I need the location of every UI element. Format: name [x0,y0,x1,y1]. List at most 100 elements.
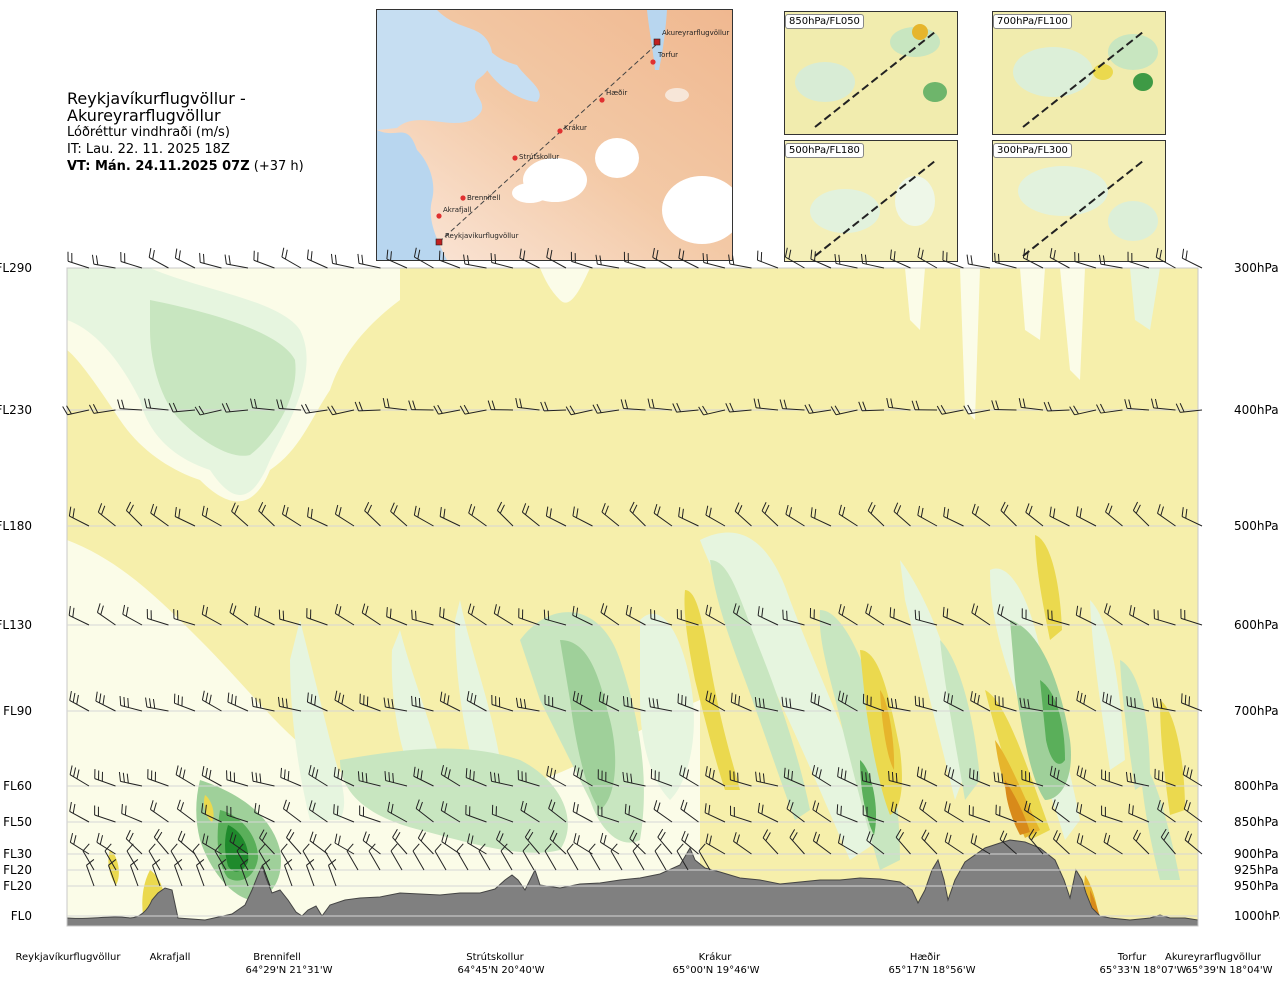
wind-barb [595,254,620,269]
wind-barb [240,859,249,887]
field-region [860,760,877,835]
wind-barb [893,502,911,527]
route-title: Reykjavíkurflugvöllur - Akureyrarflugvöl… [67,89,246,125]
wind-barb [704,803,726,823]
field-region [1020,268,1045,340]
waypoint-coord: 65°00'N 19°46'W [673,965,760,976]
pressure-level-label: 900hPa [1234,847,1279,861]
flight-level-label: FL50 [3,815,32,829]
field-region [1040,680,1065,764]
wind-barb [599,832,620,855]
waypoint-coord: 64°45'N 20°40'W [458,965,545,976]
wind-barb [1181,507,1203,527]
field-region [1140,760,1180,880]
wind-barb [153,828,169,855]
map-waypoint-label: Akrafjall [443,206,472,214]
wind-barb [226,805,249,823]
pressure-level-label: 925hPa [1234,863,1279,877]
wind-barb [334,504,355,527]
wind-barb [280,843,293,871]
wind-barb [681,830,699,855]
wind-barb [866,831,885,855]
inset-500: 500hPa/FL180 [784,140,958,262]
wind-barb [1051,799,1070,823]
wind-barb [679,765,699,787]
field-region [985,690,1050,840]
map-waypoint [436,213,442,219]
wind-barb [201,766,222,787]
map-waypoint-label: Reykjavíkurflugvöllur [445,232,519,240]
pressure-level-label: 500hPa [1234,519,1279,533]
wind-barb [459,404,487,415]
wind-barb [654,843,667,871]
wind-barb [254,605,275,626]
waypoint-axis: Reykjavíkurflugvöllur Akrafjall Brennifell… [16,951,1273,976]
wind-barb [254,802,275,823]
wind-barb [1124,399,1150,411]
flight-level-label: FL130 [0,618,32,632]
wind-barb [1048,694,1070,712]
wind-barb [1000,501,1017,527]
wind-barb [653,503,673,527]
wind-barb [1157,800,1176,823]
inset-300: 300hPa/FL300 [992,140,1166,262]
wind-barb [809,608,832,626]
wind-barb [1074,252,1097,269]
wind-barb [676,843,689,871]
wind-barb [622,696,646,712]
wind-barb [390,843,403,871]
wind-barb [653,800,673,823]
wind-barb [1101,805,1123,823]
map-waypoint [512,155,518,161]
wind-barb [413,766,434,787]
wind-barb [226,770,249,787]
wind-barb [1096,403,1123,414]
wind-barb [705,833,726,855]
issue-time: IT: Lau. 22. 11. 2025 18Z [67,142,230,157]
wind-barb [467,603,487,626]
flight-level-label: FL290 [0,261,32,275]
wind-barb [522,843,535,871]
wind-barb [597,805,620,823]
wind-barb [620,399,646,411]
wind-barb [468,503,487,527]
lead-time: (+37 h) [253,159,304,174]
wind-barb [573,765,593,787]
wind-barb [1175,403,1203,413]
wind-barb [914,695,938,712]
wind-barb [598,691,620,712]
wind-barb [384,771,408,787]
wind-barb [1021,769,1044,787]
wind-barb [648,697,673,712]
wind-barb [306,249,328,269]
wind-barb [250,398,275,411]
map-waypoint [650,59,656,65]
map-endpoint [435,238,443,246]
wind-barb [194,405,222,416]
waypoint-label: Krákur [699,951,733,963]
field-region [1130,268,1160,330]
wind-barb [118,771,143,787]
wind-barb [478,843,491,871]
wind-barb [408,400,434,411]
wind-barb [1128,803,1150,823]
map-waypoint-label: Strútskollur [519,153,559,161]
flight-level-label: FL180 [0,519,32,533]
wind-barb [676,608,699,626]
wind-barb [1150,398,1176,411]
wind-barb [330,253,355,269]
wind-barb [997,604,1017,626]
wind-barb [623,251,646,269]
wind-barb [999,830,1017,855]
wind-barb [258,501,275,527]
wind-barb [221,402,249,413]
wind-barb [262,859,271,887]
wind-barb [173,609,196,626]
wind-barb [544,694,567,712]
wind-barb [624,803,646,823]
wind-barb [544,843,557,871]
wind-barb [308,800,328,823]
route-map-points: Reykjavíkurflugvöllur Akrafjall Brennifell… [435,29,729,246]
wind-barb [890,801,911,823]
wind-barb [566,843,579,871]
